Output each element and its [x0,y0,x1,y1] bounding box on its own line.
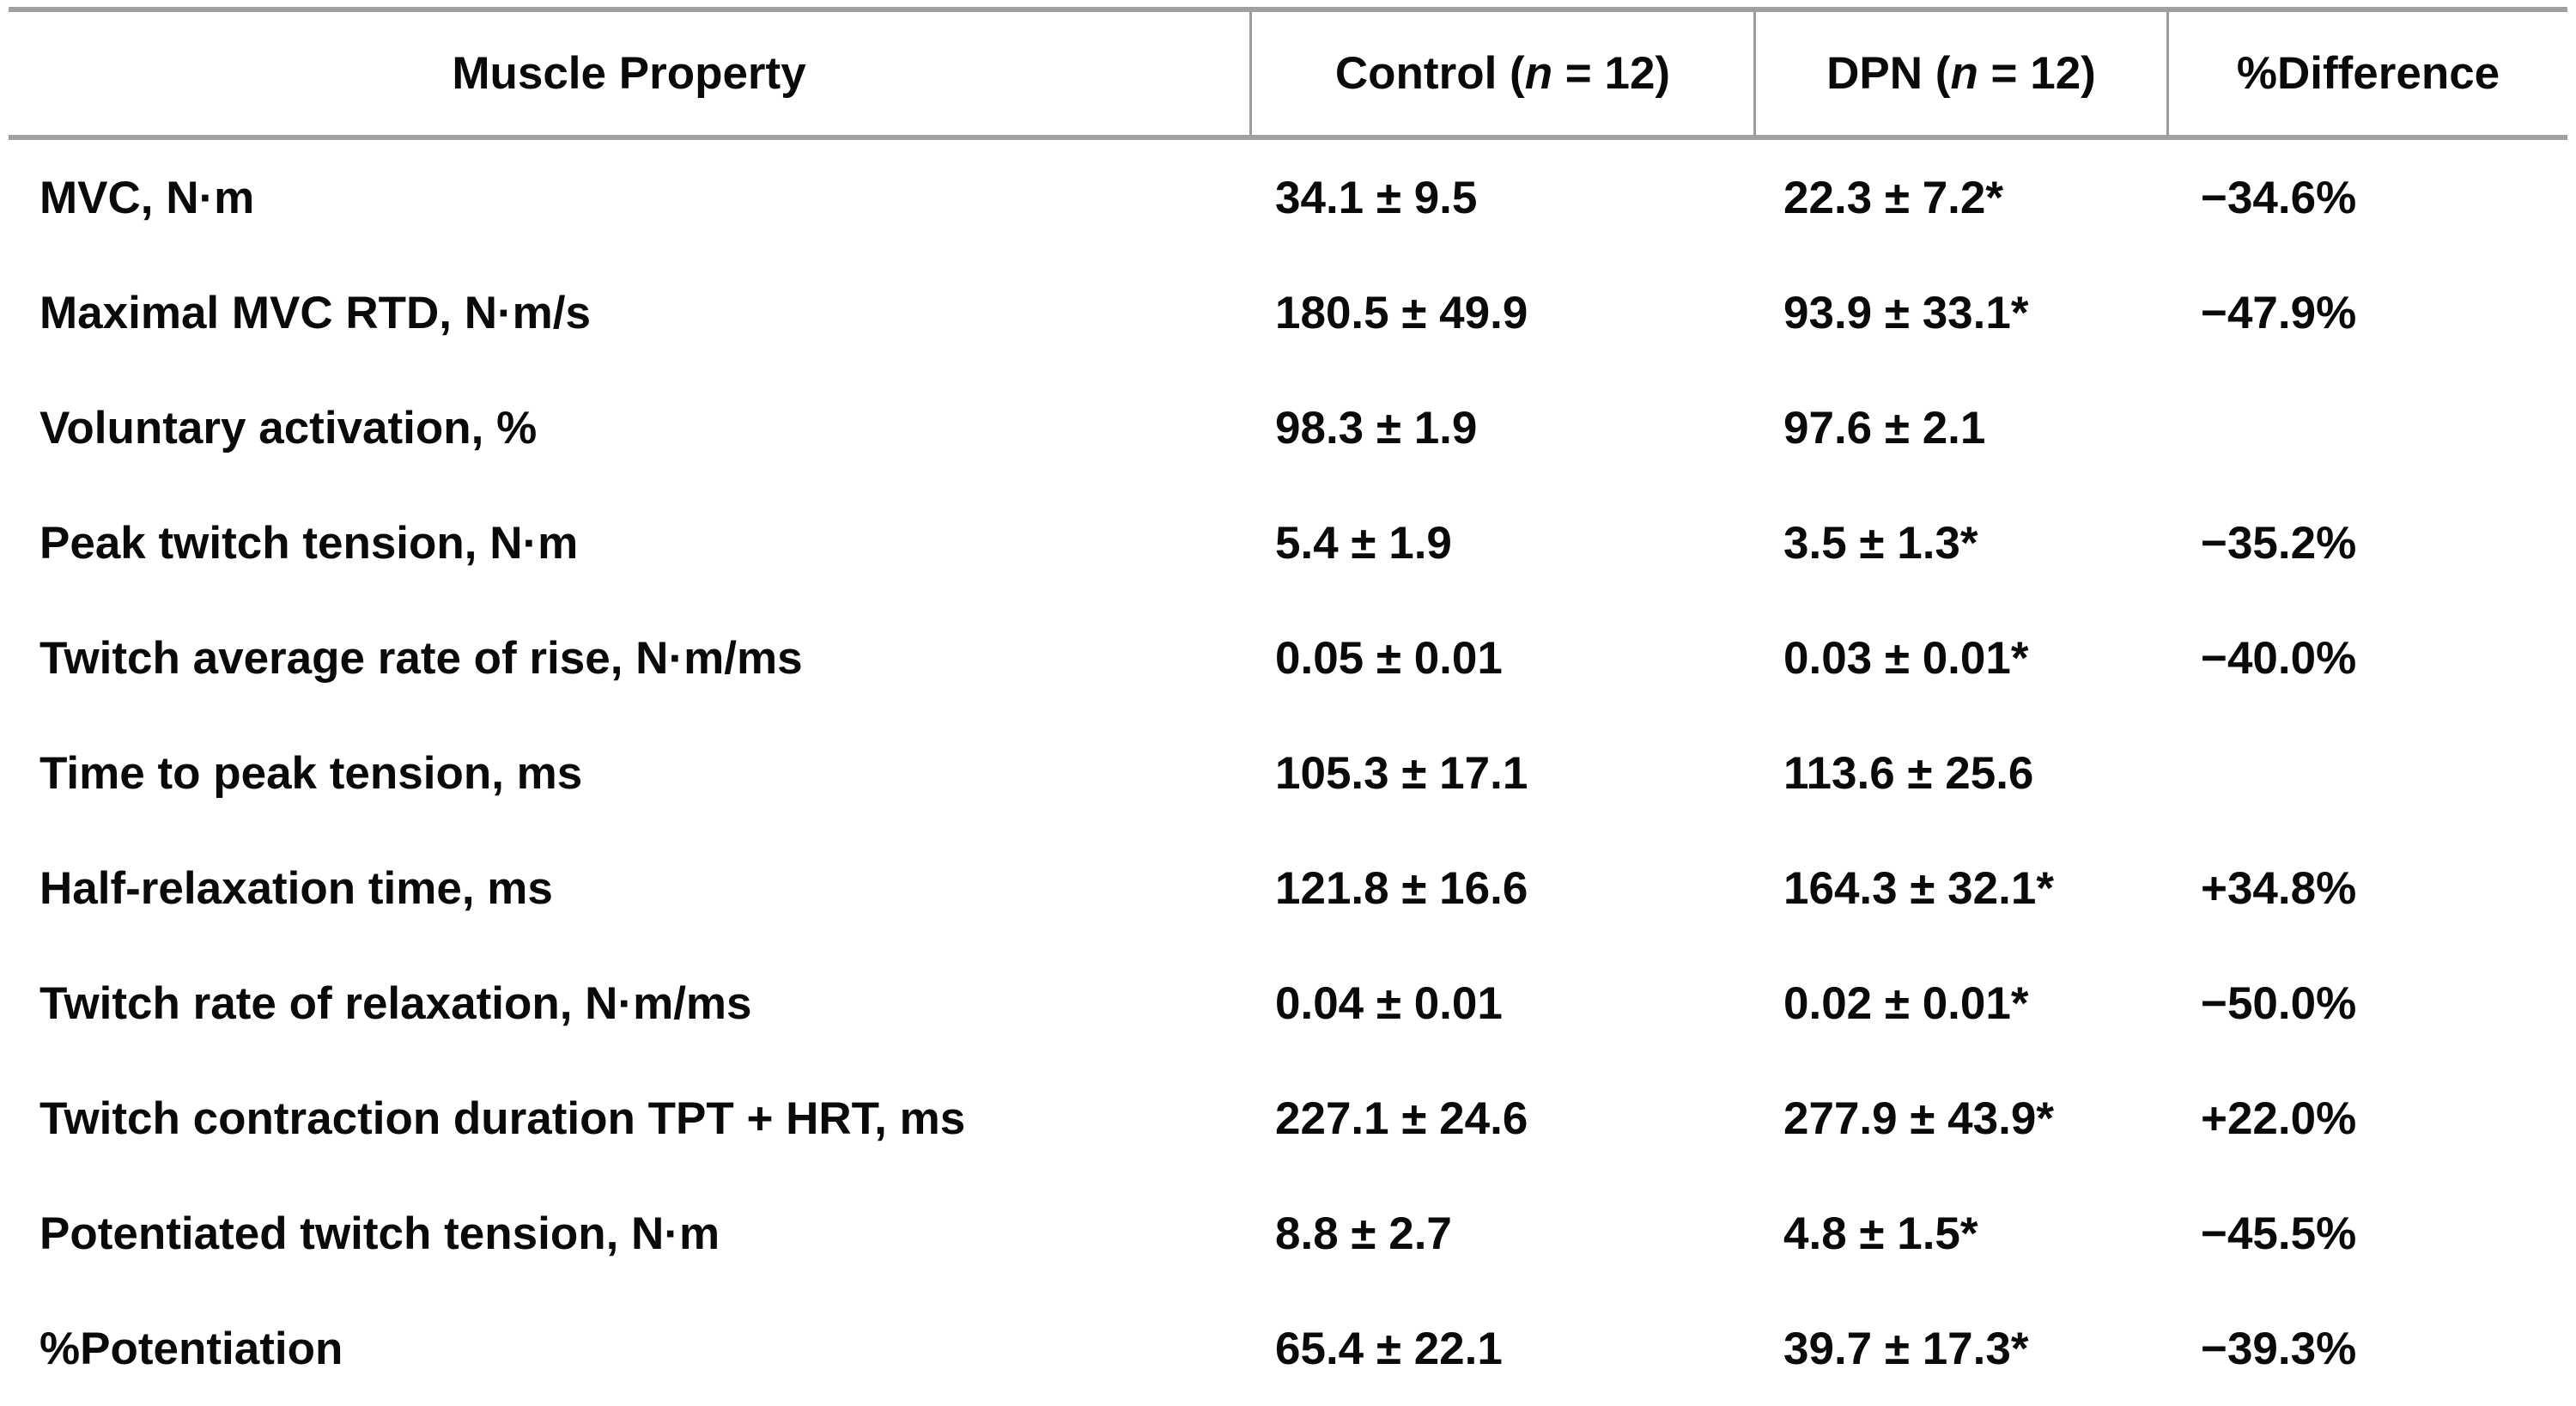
cell-muscle-property: Twitch rate of relaxation, N·m/ms [39,977,752,1029]
table-row: Twitch average rate of rise, N·m/ms 0.05… [9,600,2567,715]
table-body: MVC, N·m 34.1 ± 9.5 22.3 ± 7.2* −34.6% M… [9,140,2567,1406]
header-muscle-property: Muscle Property [9,12,1249,135]
cell-dpn-value: 3.5 ± 1.3* [1783,517,1978,569]
header-control-prefix: Control ( [1334,48,1525,99]
cell-dpn-value: 4.8 ± 1.5* [1783,1208,1978,1259]
table-row: MVC, N·m 34.1 ± 9.5 22.3 ± 7.2* −34.6% [9,140,2567,255]
table-row: Peak twitch tension, N·m 5.4 ± 1.9 3.5 ±… [9,485,2567,600]
cell-muscle-property: MVC, N·m [39,172,255,223]
cell-percent-difference: −35.2% [2201,517,2357,569]
table-row: Time to peak tension, ms 105.3 ± 17.1 11… [9,715,2567,831]
cell-control-value: 121.8 ± 16.6 [1275,862,1528,914]
cell-muscle-property: Half-relaxation time, ms [39,862,553,914]
cell-muscle-property: Potentiated twitch tension, N·m [39,1208,720,1259]
table-row: Twitch rate of relaxation, N·m/ms 0.04 ±… [9,946,2567,1061]
header-muscle-property-label: Muscle Property [452,48,806,99]
header-dpn-suffix: = 12) [1978,48,2096,99]
cell-control-value: 105.3 ± 17.1 [1275,747,1528,799]
cell-control-value: 8.8 ± 2.7 [1275,1208,1452,1259]
header-control: Control (n = 12) [1249,12,1753,135]
cell-dpn-value: 39.7 ± 17.3* [1783,1323,2029,1374]
header-control-n-italic: n [1524,48,1553,99]
cell-dpn-value: 113.6 ± 25.6 [1783,747,2034,799]
cell-control-value: 98.3 ± 1.9 [1275,402,1478,453]
cell-control-value: 34.1 ± 9.5 [1275,172,1478,223]
cell-muscle-property: Time to peak tension, ms [39,747,583,799]
table-row: Twitch contraction duration TPT + HRT, m… [9,1061,2567,1176]
cell-percent-difference: −40.0% [2201,632,2357,684]
muscle-property-table: Muscle Property Control (n = 12) DPN (n … [9,7,2567,1406]
cell-percent-difference: +22.0% [2201,1093,2357,1144]
cell-percent-difference: −50.0% [2201,977,2357,1029]
table-row: Maximal MVC RTD, N·m/s 180.5 ± 49.9 93.9… [9,255,2567,370]
cell-percent-difference: −47.9% [2201,287,2357,338]
cell-dpn-value: 93.9 ± 33.1* [1783,287,2029,338]
cell-percent-difference: +34.8% [2201,862,2357,914]
cell-muscle-property: %Potentiation [39,1323,343,1374]
header-percent-difference: %Difference [2166,12,2567,135]
table-header-row: Muscle Property Control (n = 12) DPN (n … [9,7,2567,140]
header-dpn-n-italic: n [1950,48,1978,99]
cell-control-value: 5.4 ± 1.9 [1275,517,1452,569]
cell-control-value: 180.5 ± 49.9 [1275,287,1528,338]
cell-control-value: 227.1 ± 24.6 [1275,1093,1528,1144]
cell-muscle-property: Voluntary activation, % [39,402,538,453]
cell-dpn-value: 277.9 ± 43.9* [1783,1093,2054,1144]
cell-dpn-value: 164.3 ± 32.1* [1783,862,2054,914]
cell-muscle-property: Maximal MVC RTD, N·m/s [39,287,592,338]
cell-dpn-value: 0.02 ± 0.01* [1783,977,2029,1029]
cell-percent-difference: −45.5% [2201,1208,2357,1259]
table-row: %Potentiation 65.4 ± 22.1 39.7 ± 17.3* −… [9,1291,2567,1406]
cell-dpn-value: 22.3 ± 7.2* [1783,172,2003,223]
cell-dpn-value: 97.6 ± 2.1 [1783,402,1986,453]
table-row: Voluntary activation, % 98.3 ± 1.9 97.6 … [9,370,2567,485]
table-row: Half-relaxation time, ms 121.8 ± 16.6 16… [9,831,2567,946]
header-dpn: DPN (n = 12) [1753,12,2166,135]
cell-muscle-property: Peak twitch tension, N·m [39,517,579,569]
header-control-suffix: = 12) [1552,48,1671,99]
cell-muscle-property: Twitch average rate of rise, N·m/ms [39,632,803,684]
cell-control-value: 0.04 ± 0.01 [1275,977,1503,1029]
table-row: Potentiated twitch tension, N·m 8.8 ± 2.… [9,1176,2567,1291]
cell-percent-difference: −39.3% [2201,1323,2357,1374]
header-dpn-prefix: DPN ( [1826,48,1951,99]
cell-dpn-value: 0.03 ± 0.01* [1783,632,2029,684]
cell-percent-difference: −34.6% [2201,172,2357,223]
cell-control-value: 65.4 ± 22.1 [1275,1323,1503,1374]
cell-muscle-property: Twitch contraction duration TPT + HRT, m… [39,1093,966,1144]
header-percent-difference-label: %Difference [2236,48,2500,99]
cell-control-value: 0.05 ± 0.01 [1275,632,1503,684]
